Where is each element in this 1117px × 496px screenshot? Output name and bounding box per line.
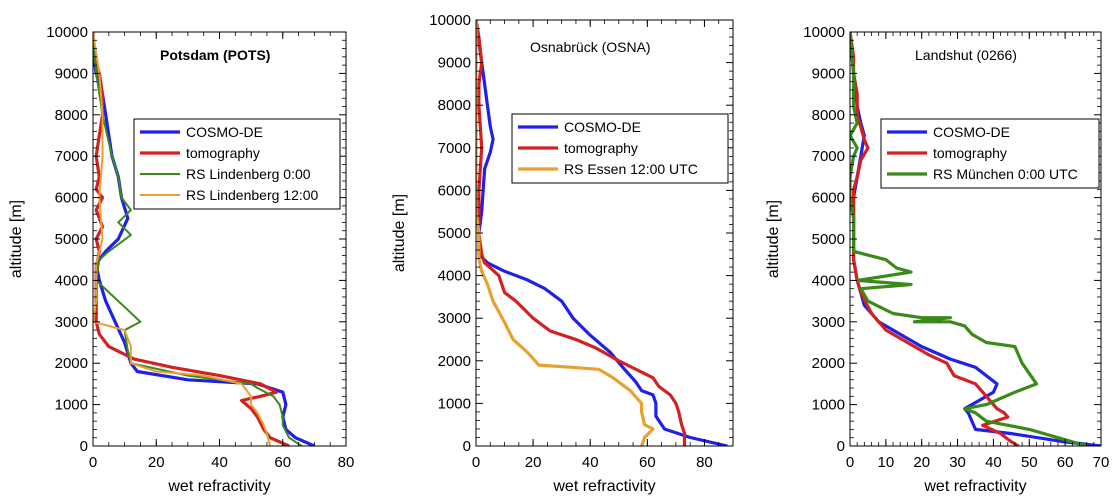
legend: COSMO-DE tomography RS Lindenberg 0:00 RS L…	[133, 118, 341, 210]
y-tick-label: 7000	[812, 148, 845, 165]
y-tick-label: 1000	[55, 397, 88, 414]
x-tick-label: 40	[582, 454, 599, 471]
x-tick-label: 30	[949, 454, 966, 471]
chart-title: Landshut (0266)	[915, 47, 1017, 63]
series-line-tomography	[93, 32, 290, 446]
legend-entry: tomography	[933, 145, 1007, 161]
x-axis-title: wet refractivity	[552, 478, 655, 495]
legend: COSMO-DE tomography RS München 0:00 UTC	[880, 118, 1100, 189]
chart-panel-2: 0 1000 2000 3000 4000 5000 6000 7000 8000 9000 100…	[391, 12, 734, 495]
x-tick-label: 0	[472, 454, 480, 471]
x-tick-label: 60	[1057, 454, 1074, 471]
legend-entry: COSMO-DE	[186, 124, 263, 140]
y-tick-label: 4000	[812, 272, 845, 289]
y-tick-label: 2000	[812, 355, 845, 372]
y-tick-label: 3000	[812, 314, 845, 331]
x-tick-label: 40	[985, 454, 1002, 471]
y-tick-label: 2000	[438, 353, 471, 370]
y-tick-label: 9000	[438, 55, 471, 72]
x-tick-label: 20	[148, 454, 165, 471]
legend-entry: COSMO-DE	[933, 124, 1010, 140]
y-tick-label: 8000	[55, 107, 88, 124]
y-tick-label: 1000	[438, 395, 471, 412]
legend-entry: tomography	[564, 140, 638, 156]
y-tick-label: 7000	[438, 140, 471, 157]
x-axis-title: wet refractivity	[167, 478, 270, 495]
series-line-rs-essen-12-00-utc	[476, 20, 655, 446]
x-axis-title: wet refractivity	[923, 478, 1026, 495]
legend-entry: COSMO-DE	[564, 119, 641, 135]
legend: COSMO-DE tomography RS Essen 12:00 UTC	[511, 113, 729, 184]
x-tick-label: 20	[913, 454, 930, 471]
y-tick-label: 5000	[438, 225, 471, 242]
x-tick-label: 40	[211, 454, 228, 471]
x-tick-label: 10	[878, 454, 895, 471]
x-tick-label: 80	[338, 454, 355, 471]
x-tick-label: 50	[1021, 454, 1038, 471]
legend-entry: tomography	[186, 145, 260, 161]
x-tick-label: 20	[525, 454, 542, 471]
plot-frame	[92, 31, 347, 447]
y-tick-label: 5000	[812, 231, 845, 248]
legend-entry: RS Lindenberg 0:00	[186, 166, 311, 182]
y-tick-label: 9000	[812, 65, 845, 82]
chart-panel-1: 0 1000 2000 3000 4000 5000 6000 7000 8000 9000 100…	[8, 24, 354, 495]
series-line-rs-lindenberg-0-00	[93, 32, 303, 446]
x-tick-label: 0	[846, 454, 854, 471]
y-axis-title: altitude [m]	[391, 194, 408, 272]
y-tick-label: 10000	[803, 24, 845, 41]
y-tick-label: 3000	[55, 314, 88, 331]
y-tick-label: 10000	[429, 12, 471, 29]
y-tick-label: 6000	[438, 182, 471, 199]
chart-title: Osnabrück (OSNA)	[530, 39, 651, 55]
y-tick-label: 0	[837, 438, 845, 455]
y-axis-title: altitude [m]	[765, 200, 782, 278]
legend-entry: RS München 0:00 UTC	[933, 166, 1078, 182]
series-line-tomography	[476, 20, 687, 446]
y-tick-label: 9000	[55, 65, 88, 82]
chart-panel-3: 0100020003000400050006000700080009000100…	[765, 24, 1109, 495]
series-line-rs-lindenberg-12-00	[93, 32, 272, 446]
y-tick-label: 0	[80, 438, 88, 455]
series-line-rs-m-nchen-0-00-utc	[850, 32, 1088, 446]
y-tick-label: 8000	[812, 107, 845, 124]
y-tick-label: 5000	[55, 231, 88, 248]
x-tick-label: 60	[274, 454, 291, 471]
x-tick-label: 80	[696, 454, 713, 471]
y-tick-label: 4000	[55, 272, 88, 289]
series-line-cosmo-de	[476, 20, 728, 446]
series-line-tomography	[850, 32, 1020, 446]
y-tick-label: 8000	[438, 97, 471, 114]
legend-entry: RS Essen 12:00 UTC	[564, 161, 698, 177]
y-tick-label: 10000	[46, 24, 88, 41]
y-tick-label: 2000	[55, 355, 88, 372]
y-tick-label: 7000	[55, 148, 88, 165]
x-tick-label: 70	[1093, 454, 1110, 471]
y-axis-title: altitude [m]	[8, 200, 25, 278]
y-tick-label: 1000	[812, 397, 845, 414]
plot-frame	[475, 19, 734, 447]
y-tick-label: 6000	[812, 190, 845, 207]
x-tick-label: 60	[639, 454, 656, 471]
chart-title: Potsdam (POTS)	[160, 47, 270, 63]
legend-entry: RS Lindenberg 12:00	[186, 187, 319, 203]
y-tick-label: 0	[463, 438, 471, 455]
x-tick-label: 0	[89, 454, 97, 471]
y-tick-label: 3000	[438, 310, 471, 327]
y-tick-label: 6000	[55, 190, 88, 207]
y-tick-label: 4000	[438, 268, 471, 285]
